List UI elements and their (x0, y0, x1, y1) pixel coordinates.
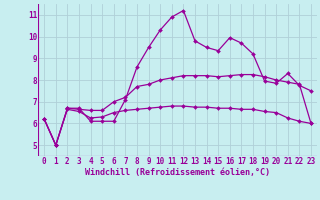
X-axis label: Windchill (Refroidissement éolien,°C): Windchill (Refroidissement éolien,°C) (85, 168, 270, 177)
